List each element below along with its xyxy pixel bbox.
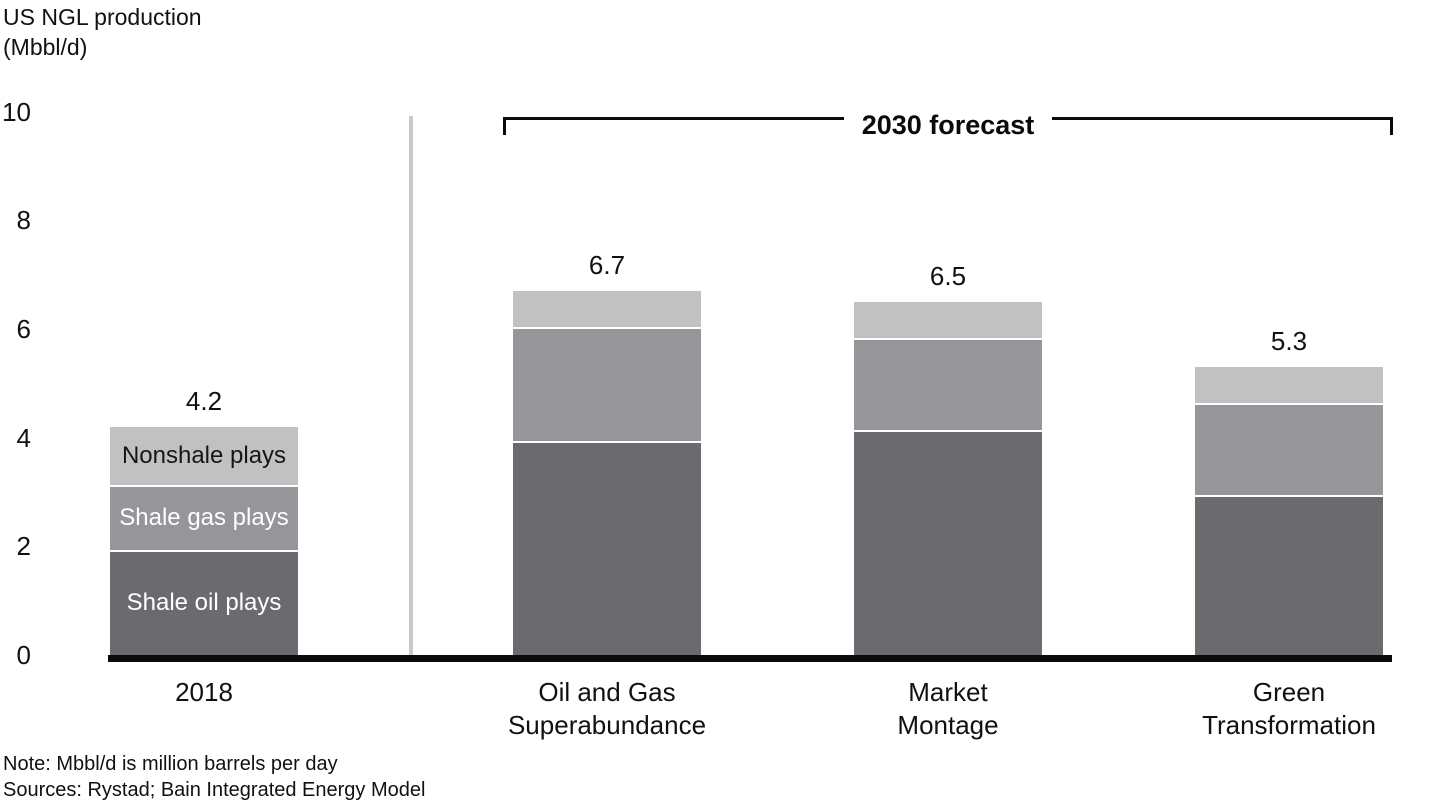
segment-label: Shale gas plays bbox=[119, 504, 289, 532]
bracket-right-line bbox=[1052, 117, 1393, 120]
category-label-line: Oil and Gas bbox=[538, 677, 676, 707]
bar-segment-shale-oil-plays bbox=[513, 443, 701, 655]
category-label-line: Market bbox=[908, 677, 988, 707]
bar-total-label: 6.5 bbox=[929, 260, 967, 291]
bar-segment-nonshale-plays bbox=[854, 301, 1042, 340]
y-tick-label-0: 0 bbox=[16, 640, 31, 670]
bracket-right-tick bbox=[1390, 117, 1393, 135]
bar-segment-nonshale-plays bbox=[1195, 366, 1383, 405]
category-label-line: 2018 bbox=[175, 677, 233, 707]
bracket-left-tick bbox=[503, 117, 506, 135]
bar-segment-shale-oil-plays: Shale oil plays bbox=[110, 551, 298, 655]
category-label: Green Transformation bbox=[1125, 676, 1440, 742]
bar-segment-shale-oil-plays bbox=[1195, 497, 1383, 655]
y-tick-label-10: 10 bbox=[2, 96, 31, 127]
bar-segment-shale-oil-plays bbox=[854, 432, 1042, 655]
chart-title: US NGL production (Mbbl/d) bbox=[3, 2, 202, 62]
bracket-left-line bbox=[503, 117, 844, 120]
bar-segment-shale-gas-plays: Shale gas plays bbox=[110, 486, 298, 552]
bar-segment-shale-gas-plays bbox=[854, 339, 1042, 433]
segment-label: Shale oil plays bbox=[126, 589, 282, 617]
footnote-note: Note: Mbbl/d is million barrels per day bbox=[3, 753, 338, 775]
y-tick-label-8: 8 bbox=[16, 205, 31, 236]
y-tick-label-2: 2 bbox=[16, 531, 31, 562]
footnotes: Note: Mbbl/d is million barrels per day … bbox=[3, 751, 425, 803]
x-axis-baseline bbox=[108, 655, 1392, 662]
category-label-line: Montage bbox=[897, 710, 999, 740]
category-label: Market Montage bbox=[784, 676, 1112, 742]
segment-label: Nonshale plays bbox=[121, 441, 287, 469]
forecast-bracket-label: 2030 forecast bbox=[861, 110, 1035, 140]
y-tick-label-6: 6 bbox=[16, 313, 31, 344]
bar-segment-shale-gas-plays bbox=[1195, 405, 1383, 498]
category-label-line: Green bbox=[1252, 677, 1326, 707]
category-label-line: Transformation bbox=[1202, 710, 1376, 740]
bar-total-label: 4.2 bbox=[185, 385, 223, 416]
bar-total-label: 6.7 bbox=[588, 249, 626, 280]
footnote-sources: Sources: Rystad; Bain Integrated Energy … bbox=[3, 779, 426, 801]
category-label: 2018 bbox=[40, 676, 368, 709]
y-tick-label-4: 4 bbox=[16, 422, 31, 453]
bar-segment-nonshale-plays bbox=[513, 290, 701, 329]
forecast-bracket: 2030 forecast bbox=[503, 106, 1393, 140]
bar-total-label: 5.3 bbox=[1270, 325, 1308, 356]
bar-segment-shale-gas-plays bbox=[513, 328, 701, 444]
chart-title-line2: (Mbbl/d) bbox=[3, 34, 88, 60]
category-label-line: Superabundance bbox=[507, 710, 707, 740]
chart-title-line1: US NGL production bbox=[3, 4, 202, 30]
bar-segment-nonshale-plays: Nonshale plays bbox=[110, 426, 298, 487]
period-divider-line bbox=[409, 116, 413, 655]
category-label: Oil and Gas Superabundance bbox=[443, 676, 771, 742]
